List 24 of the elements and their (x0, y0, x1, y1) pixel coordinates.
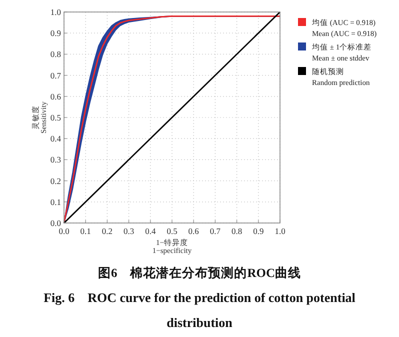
y-tick-label: 0.2 (50, 176, 61, 186)
x-tick-label: 0.0 (58, 226, 70, 236)
y-tick-label: 0.8 (50, 49, 61, 60)
y-tick-label: 1.0 (50, 7, 61, 17)
x-tick-label: 1.0 (274, 226, 286, 236)
y-tick-label: 0.5 (50, 112, 61, 122)
x-tick-label: 0.5 (166, 226, 178, 236)
y-tick-label: 0.6 (50, 91, 61, 102)
text: Fig. 6 ROC curve for the prediction of cotton potential distribution (44, 290, 356, 330)
x-tick-label: 0.6 (188, 226, 199, 236)
x-tick-label: 0.8 (231, 226, 242, 236)
text: 图6 棉花潜在分布预测的ROC曲线 (98, 266, 302, 280)
y-tick-label: 0.3 (50, 154, 61, 165)
x-tick-label: 0.3 (123, 226, 134, 236)
y-tick-label: 0.0 (50, 218, 61, 228)
x-tick-label: 0.2 (102, 226, 113, 236)
y-tick-label: 0.1 (50, 196, 61, 207)
x-tick-label: 0.9 (253, 226, 264, 236)
x-tick-label: 0.1 (80, 226, 91, 236)
x-tick-label: 0.4 (145, 226, 156, 236)
x-tick-label: 0.7 (210, 226, 221, 236)
y-tick-label: 0.7 (50, 70, 61, 80)
y-tick-label: 0.4 (50, 134, 62, 144)
y-tick-label: 0.9 (50, 28, 61, 38)
